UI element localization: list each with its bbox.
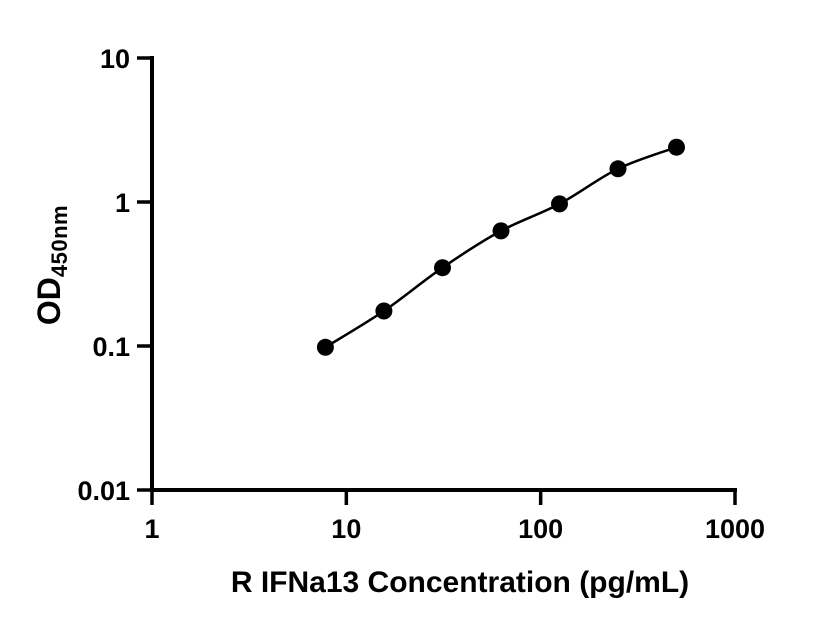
y-axis-title-subscript: 450nm bbox=[47, 204, 72, 278]
standard-curve-line bbox=[324, 146, 677, 349]
x-axis-tick-label: 100 bbox=[518, 514, 563, 544]
y-axis-title-main: OD bbox=[31, 277, 67, 326]
y-axis-tick-label: 1 bbox=[115, 188, 130, 218]
x-axis-tick-label: 1 bbox=[144, 514, 159, 544]
y-axis-tick-label: 0.01 bbox=[77, 476, 130, 506]
x-axis-tick-label: 10 bbox=[331, 514, 361, 544]
y-axis-title: OD450nm bbox=[31, 205, 73, 325]
data-point bbox=[316, 338, 334, 356]
data-point bbox=[375, 302, 393, 320]
data-point bbox=[551, 195, 568, 213]
data-point bbox=[668, 138, 685, 156]
y-axis-tick-label: 10 bbox=[100, 44, 130, 74]
data-point bbox=[492, 222, 510, 240]
y-axis-tick-label: 0.1 bbox=[92, 332, 130, 362]
data-point bbox=[609, 160, 627, 178]
data-point bbox=[434, 259, 451, 277]
x-axis-tick-label: 1000 bbox=[705, 514, 765, 544]
x-axis-title: R IFNa13 Concentration (pg/mL) bbox=[230, 566, 690, 599]
